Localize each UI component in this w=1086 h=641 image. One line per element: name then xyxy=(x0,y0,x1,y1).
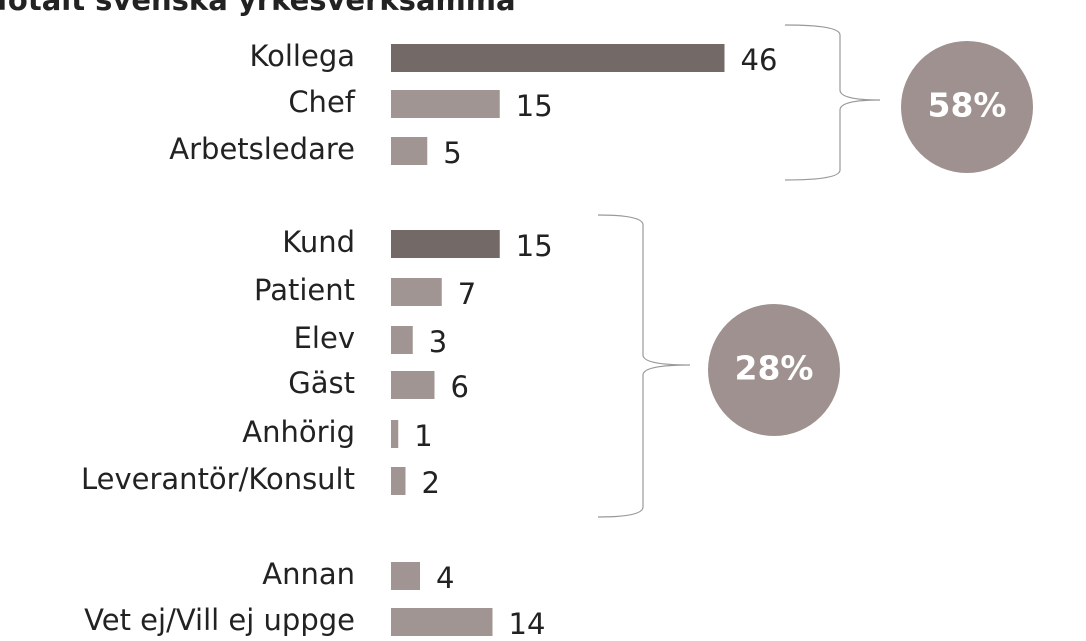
group-share: 28% xyxy=(735,349,814,388)
bar xyxy=(391,562,420,590)
value-label: 46 xyxy=(741,43,778,77)
category-label: Chef xyxy=(288,85,355,119)
group-share: 58% xyxy=(928,86,1007,125)
chart-title: Totalt svenska yrkesverksamma xyxy=(0,0,516,17)
category-label: Annan xyxy=(262,557,355,591)
group-circle xyxy=(708,304,840,436)
bracket xyxy=(784,24,881,181)
category-label: Leverantör/Konsult xyxy=(81,462,355,496)
bar xyxy=(391,230,500,258)
bar xyxy=(391,44,725,72)
value-label: 1 xyxy=(414,419,432,453)
bracket xyxy=(597,214,691,518)
value-label: 5 xyxy=(443,136,461,170)
bar xyxy=(391,467,406,495)
category-label: Gäst xyxy=(288,366,355,400)
category-label: Patient xyxy=(254,273,355,307)
category-label: Vet ej/Vill ej uppge xyxy=(84,603,355,637)
bar xyxy=(391,608,493,636)
value-label: 15 xyxy=(516,89,553,123)
value-label: 2 xyxy=(422,466,440,500)
value-label: 6 xyxy=(451,370,469,404)
bar xyxy=(391,278,442,306)
value-label: 14 xyxy=(509,607,546,641)
category-label: Kund xyxy=(282,225,355,259)
value-label: 4 xyxy=(436,561,454,595)
bar xyxy=(391,326,413,354)
category-label: Elev xyxy=(294,321,355,355)
category-label: Kollega xyxy=(250,39,355,73)
group-circle xyxy=(901,41,1033,173)
value-label: 7 xyxy=(458,277,476,311)
value-label: 3 xyxy=(429,325,447,359)
bar xyxy=(391,420,399,448)
bar xyxy=(391,90,500,118)
category-label: Anhörig xyxy=(242,415,355,449)
category-label: Arbetsledare xyxy=(169,132,355,166)
value-label: 15 xyxy=(516,229,553,263)
bar xyxy=(391,371,435,399)
bar xyxy=(391,137,428,165)
